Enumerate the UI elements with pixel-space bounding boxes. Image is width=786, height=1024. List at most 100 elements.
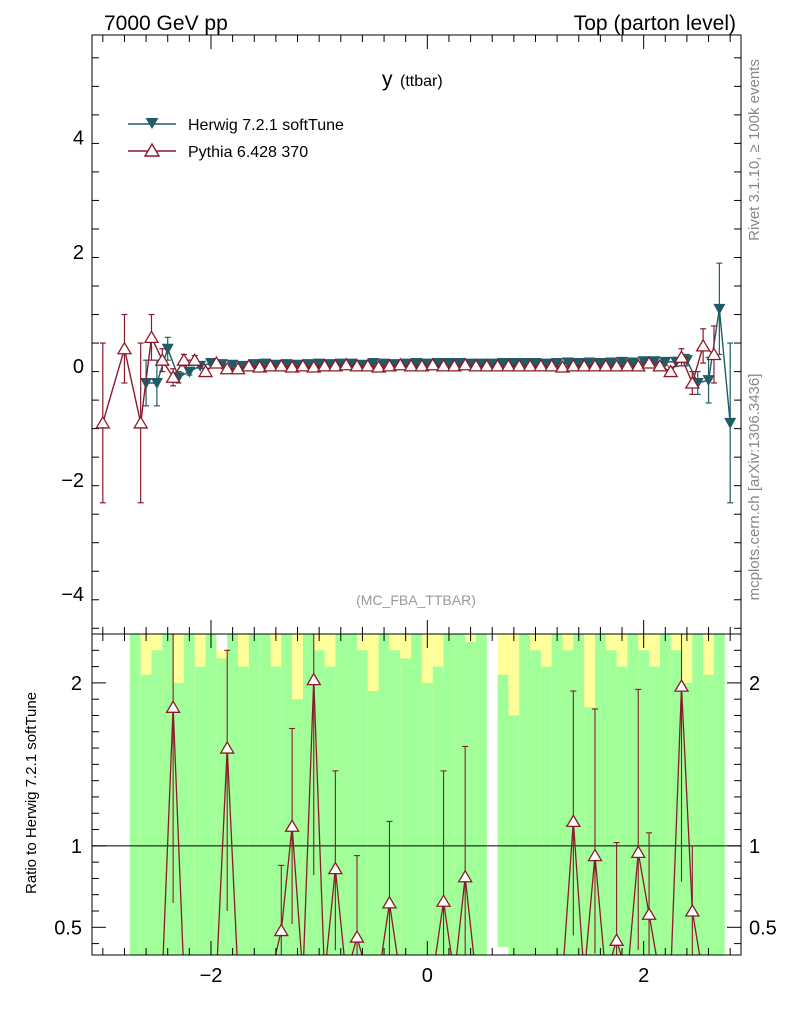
main-plot-area: −4 −2 0 2 4 (61, 57, 741, 629)
pythia-ratio-marker (435, 893, 452, 907)
pythia-ratio-line (162, 679, 701, 955)
pythia-marker (230, 361, 246, 375)
pythia-marker (273, 358, 289, 372)
ratio-plot-area: 0.5 0.5 1 1 2 2 (54, 634, 777, 955)
x-tick-label: 2 (638, 965, 649, 987)
band-green-bin (367, 691, 379, 955)
pythia-marker (673, 350, 690, 363)
pythia-marker (143, 330, 160, 344)
band-green-bin (302, 634, 314, 955)
herwig-marker (150, 377, 163, 389)
band-green-bin (270, 666, 282, 955)
band-green-bin (713, 634, 725, 955)
herwig-marker (551, 358, 564, 370)
pythia-marker (371, 359, 387, 373)
pythia-marker (208, 355, 225, 369)
herwig-marker (226, 359, 239, 371)
pythia-marker (500, 358, 517, 372)
band-green-bin (183, 634, 195, 955)
pythia-marker (252, 359, 268, 373)
pythia-ratio-marker (284, 818, 300, 832)
pythia-marker (630, 358, 646, 372)
legend-herwig-marker (145, 118, 159, 129)
x-tick-label: 0 (422, 965, 433, 987)
pythia-marker (479, 358, 495, 372)
band-green-bin (616, 666, 628, 955)
pythia-marker (684, 375, 700, 389)
pythia-ratio-marker (641, 906, 657, 920)
pythia-ratio-marker (306, 672, 322, 686)
band-green-bin (400, 658, 412, 955)
herwig-marker (432, 358, 445, 370)
band-green-bin (129, 634, 141, 955)
band-green-bin (259, 634, 271, 955)
herwig-marker (421, 358, 434, 370)
band-green-bin (627, 634, 639, 955)
pythia-ratio-marker (327, 861, 344, 875)
herwig-marker (659, 356, 672, 368)
legend: Herwig 7.2.1 softTune Pythia 6.428 370 (128, 117, 344, 161)
pythia-ratio-marker (565, 814, 581, 828)
band-green-bin (151, 650, 163, 955)
pythia-marker (587, 358, 603, 372)
herwig-marker (572, 358, 585, 370)
pythia-ratio-marker (381, 895, 398, 909)
herwig-marker (313, 358, 326, 370)
herwig-marker (583, 357, 596, 369)
band-green-bin (140, 674, 152, 955)
band-green-bin (194, 666, 206, 955)
pythia-marker (262, 358, 279, 372)
herwig-marker (367, 358, 380, 370)
pythia-marker (425, 357, 441, 371)
ratio-y-tick-label-right: 1 (749, 836, 760, 858)
band-green-bin (421, 682, 433, 955)
herwig-marker (529, 358, 542, 370)
herwig-marker (540, 358, 553, 370)
herwig-marker (713, 303, 726, 315)
herwig-marker (594, 358, 607, 370)
band-green-bin (508, 715, 520, 955)
band-green-bin (465, 642, 476, 955)
pythia-marker (414, 358, 430, 372)
band-green-bin (432, 666, 444, 955)
pythia-marker (565, 358, 581, 372)
band-green-bin (313, 650, 325, 955)
pythia-marker (652, 358, 668, 372)
band-green-bin (573, 634, 585, 955)
herwig-marker (410, 358, 423, 370)
herwig-marker (248, 359, 261, 371)
band-green-bin (205, 634, 217, 955)
band-green-bin (216, 658, 228, 955)
band-green-bin (670, 650, 682, 955)
pythia-marker (95, 415, 111, 429)
pythia-series (95, 313, 722, 504)
pythia-marker (349, 358, 365, 372)
herwig-marker (378, 358, 391, 370)
ratio-y-tick-label-right: 0.5 (749, 917, 777, 939)
herwig-marker (345, 358, 358, 370)
band-green-bin (605, 650, 617, 955)
herwig-marker (161, 343, 174, 355)
herwig-marker (183, 366, 196, 378)
pythia-marker (165, 370, 181, 383)
pythia-ratio-marker (457, 869, 473, 883)
pythia-marker (554, 359, 571, 373)
band-green-bin (562, 650, 574, 955)
band-green-bin (594, 634, 606, 955)
pythia-marker (381, 358, 398, 372)
main-y-tick-label: 2 (73, 242, 84, 264)
main-y-tick-label: 4 (73, 128, 84, 150)
pythia-marker (468, 358, 484, 372)
pythia-ratio-marker (630, 845, 646, 858)
ratio-frame (91, 633, 742, 956)
ratio-y-axis-label: Ratio to Herwig 7.2.1 softTune (23, 692, 40, 894)
header-right-label: Top (parton level) (574, 12, 736, 35)
pythia-marker (316, 358, 333, 372)
herwig-marker (507, 358, 520, 370)
pythia-marker (176, 352, 192, 366)
herwig-marker (518, 358, 531, 370)
pythia-marker (608, 358, 625, 372)
pythia-ratio-marker (684, 903, 700, 917)
band-green-bin (227, 634, 239, 955)
pythia-line (102, 334, 715, 424)
